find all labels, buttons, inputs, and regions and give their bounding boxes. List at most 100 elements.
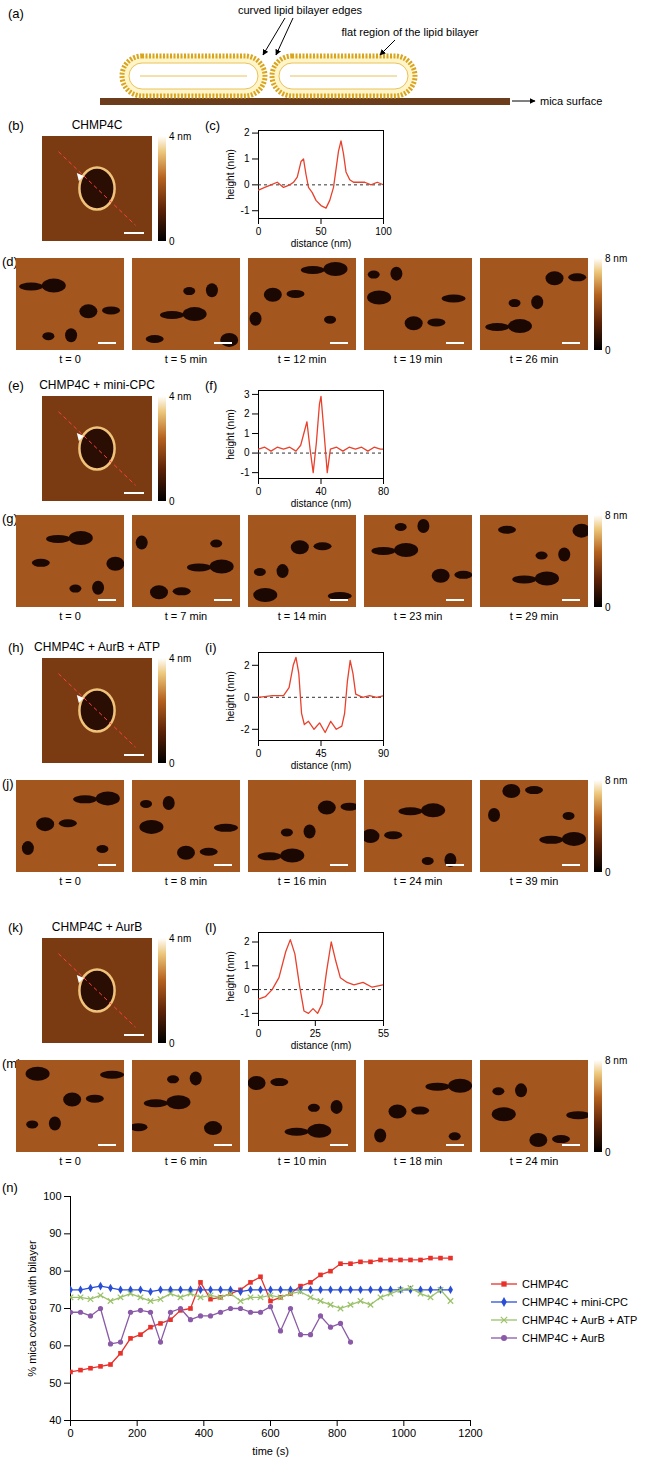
html-text:CHMP4C + AurB: CHMP4C + AurB (51, 920, 143, 934)
svg-text:4 nm: 4 nm (169, 653, 191, 664)
svg-text:0: 0 (605, 602, 611, 613)
svg-text:3: 3 (244, 389, 250, 400)
svg-text:height (nm): height (nm) (225, 951, 236, 1002)
svg-text:1: 1 (244, 153, 250, 164)
html-text:(j): (j) (2, 776, 14, 791)
svg-text:60: 60 (49, 1339, 61, 1351)
html-text:CHMP4C + AurB + ATP: CHMP4C + AurB + ATP (34, 640, 160, 654)
svg-text:height (nm): height (nm) (225, 409, 236, 460)
html-text:t = 8 min: t = 8 min (164, 875, 208, 887)
svg-text:50: 50 (315, 226, 327, 237)
svg-text:2: 2 (244, 936, 250, 947)
svg-text:8 nm: 8 nm (605, 775, 627, 786)
svg-text:40: 40 (315, 486, 327, 497)
svg-text:2: 2 (244, 408, 250, 419)
svg-text:distance (nm): distance (nm) (291, 760, 352, 771)
svg-text:0: 0 (605, 1147, 611, 1158)
svg-text:50: 50 (49, 1377, 61, 1389)
svg-text:200: 200 (128, 1427, 146, 1439)
html-text:t = 0: t = 0 (59, 610, 81, 622)
html-text:(g): (g) (2, 511, 18, 526)
svg-text:height (nm): height (nm) (225, 149, 236, 200)
svg-text:0: 0 (256, 748, 262, 759)
svg-text:0: 0 (256, 1028, 262, 1039)
svg-text:1: 1 (244, 960, 250, 971)
html-text:t = 7 min: t = 7 min (164, 610, 208, 622)
html-text:t = 19 min: t = 19 min (393, 353, 443, 365)
svg-text:70: 70 (49, 1302, 61, 1314)
html-text:(f): (f) (205, 378, 218, 393)
svg-text:400: 400 (195, 1427, 213, 1439)
svg-text:-1: -1 (241, 1008, 250, 1019)
html-text:(k): (k) (8, 920, 24, 935)
svg-text:0: 0 (169, 236, 175, 247)
html-text:(b): (b) (8, 118, 24, 133)
svg-text:flat region of the lipid bilay: flat region of the lipid bilayer (342, 26, 479, 38)
html-text:(m): (m) (2, 1056, 22, 1071)
svg-text:0: 0 (244, 447, 250, 458)
svg-text:distance (nm): distance (nm) (291, 498, 352, 509)
html-text:(c): (c) (205, 118, 221, 133)
html-text:(d): (d) (2, 254, 18, 269)
html-text:t = 16 min: t = 16 min (277, 875, 327, 887)
svg-text:mica surface: mica surface (540, 95, 602, 107)
svg-text:-2: -2 (241, 724, 250, 735)
svg-text:distance (nm): distance (nm) (291, 238, 352, 249)
svg-text:8 nm: 8 nm (605, 510, 627, 521)
svg-text:1000: 1000 (392, 1427, 416, 1439)
svg-text:-1: -1 (241, 467, 250, 478)
svg-text:4 nm: 4 nm (169, 131, 191, 142)
html-text:CHMP4C: CHMP4C (71, 118, 123, 132)
svg-text:0: 0 (67, 1427, 73, 1439)
svg-text:100: 100 (43, 1190, 61, 1202)
html-text:CHMP4C + mini-CPC: CHMP4C + mini-CPC (39, 378, 155, 392)
html-text:t = 5 min: t = 5 min (164, 353, 208, 365)
svg-text:distance (nm): distance (nm) (291, 1040, 352, 1051)
svg-text:0: 0 (169, 1038, 175, 1049)
svg-text:% mica covered with bilayer: % mica covered with bilayer (26, 1240, 38, 1377)
svg-text:1: 1 (244, 428, 250, 439)
svg-text:55: 55 (378, 1028, 390, 1039)
svg-text:height (nm): height (nm) (225, 671, 236, 722)
svg-text:-1: -1 (241, 205, 250, 216)
svg-text:90: 90 (378, 748, 390, 759)
html-text:t = 14 min: t = 14 min (277, 610, 327, 622)
svg-text:4 nm: 4 nm (169, 933, 191, 944)
svg-text:80: 80 (378, 486, 390, 497)
html-text:(n): (n) (2, 1180, 18, 1195)
svg-text:80: 80 (49, 1265, 61, 1277)
html-text:t = 23 min: t = 23 min (393, 610, 443, 622)
html-text:t = 12 min: t = 12 min (277, 353, 327, 365)
svg-text:0: 0 (244, 984, 250, 995)
svg-text:90: 90 (49, 1227, 61, 1239)
svg-text:2: 2 (244, 127, 250, 138)
svg-text:0: 0 (169, 758, 175, 769)
html-text:t = 0: t = 0 (59, 875, 81, 887)
svg-text:40: 40 (49, 1414, 61, 1426)
svg-text:8 nm: 8 nm (605, 1055, 627, 1066)
svg-text:time (s): time (s) (252, 1445, 289, 1457)
svg-text:800: 800 (328, 1427, 346, 1439)
svg-text:2: 2 (244, 660, 250, 671)
svg-text:100: 100 (375, 226, 392, 237)
svg-text:0: 0 (605, 867, 611, 878)
svg-text:0: 0 (244, 179, 250, 190)
html-text:(e): (e) (8, 378, 24, 393)
svg-text:25: 25 (310, 1028, 322, 1039)
svg-text:0: 0 (244, 692, 250, 703)
svg-text:45: 45 (315, 748, 327, 759)
html-text:t = 0: t = 0 (59, 353, 81, 365)
svg-text:0: 0 (256, 486, 262, 497)
svg-text:0: 0 (256, 226, 262, 237)
svg-text:600: 600 (261, 1427, 279, 1439)
svg-text:4 nm: 4 nm (169, 391, 191, 402)
html-text:(a): (a) (8, 6, 24, 21)
svg-text:1200: 1200 (458, 1427, 482, 1439)
html-text:t = 26 min: t = 26 min (509, 353, 559, 365)
svg-text:curved lipid bilayer edges: curved lipid bilayer edges (238, 4, 363, 16)
html-text:(h): (h) (8, 640, 24, 655)
svg-text:0: 0 (169, 496, 175, 507)
svg-text:0: 0 (605, 345, 611, 356)
html-text:t = 29 min: t = 29 min (509, 610, 559, 622)
svg-text:8 nm: 8 nm (605, 253, 627, 264)
